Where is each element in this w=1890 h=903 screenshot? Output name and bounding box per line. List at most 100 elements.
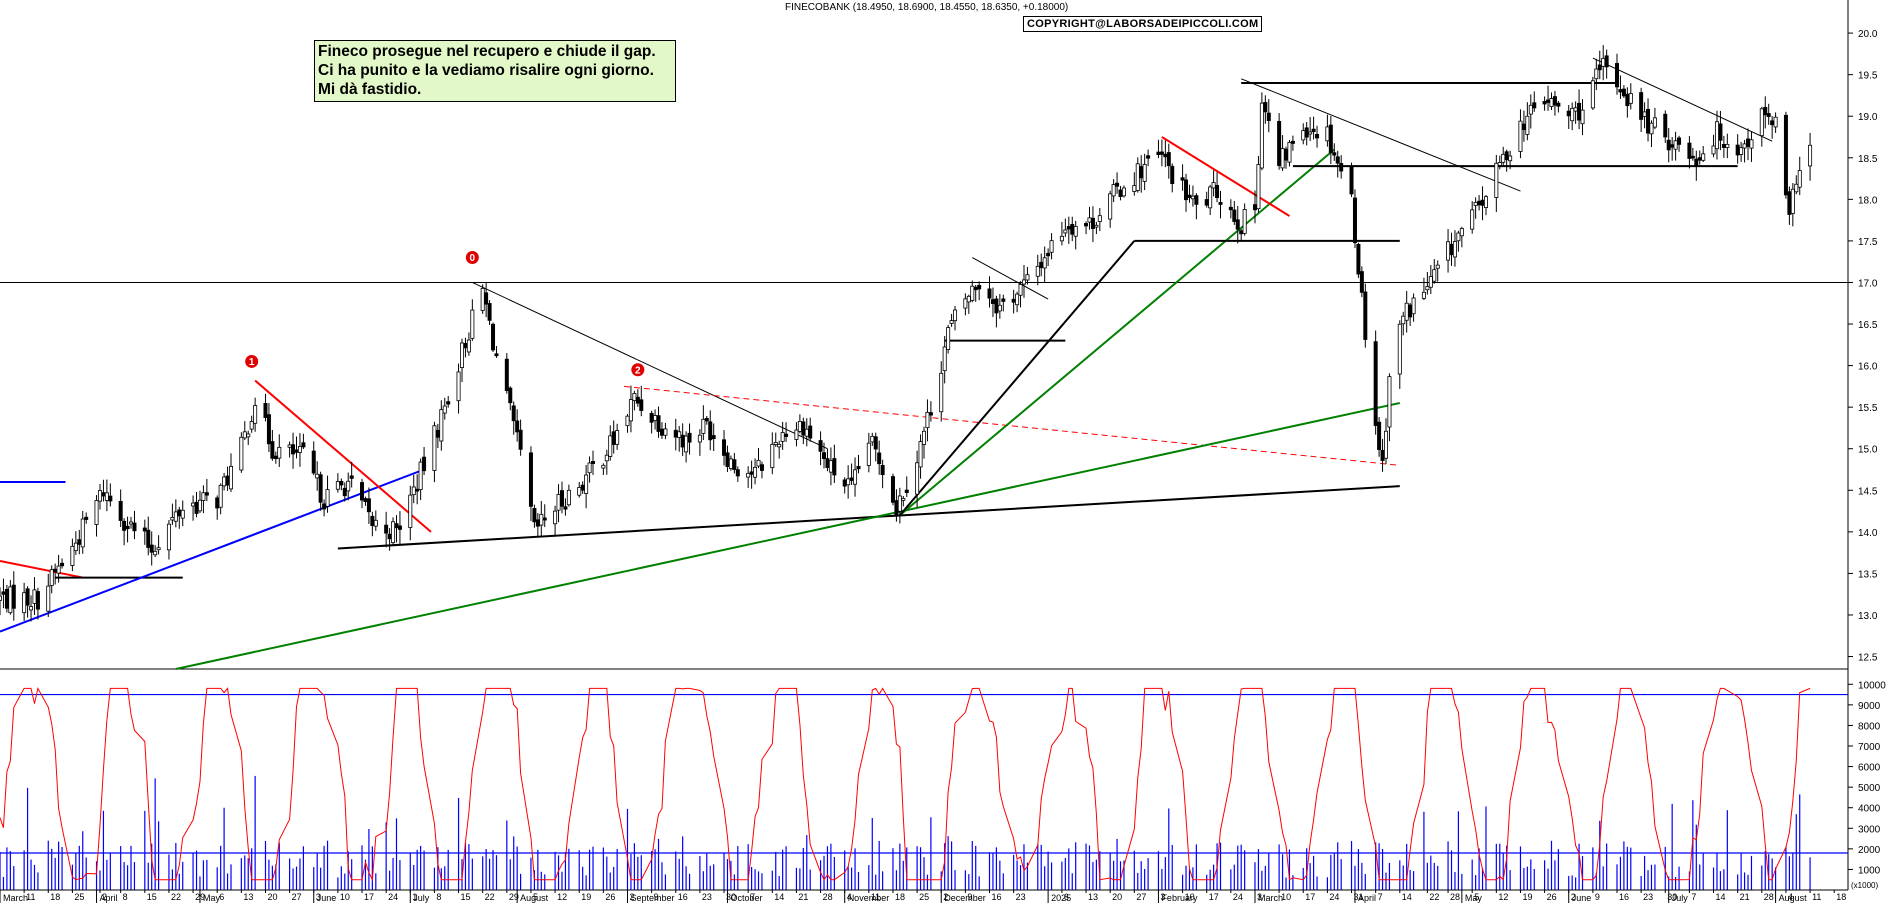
candle-body [387, 533, 392, 540]
price-candle [632, 390, 637, 411]
price-candle [1663, 110, 1668, 143]
price-candle [1594, 58, 1599, 91]
candle-body [990, 299, 995, 304]
price-candle [1266, 99, 1271, 133]
price-candle [487, 300, 492, 326]
candle-body [1232, 209, 1237, 222]
candle-body [1552, 96, 1557, 106]
price-candle [1159, 139, 1164, 167]
price-candle [1483, 194, 1488, 216]
price-candle [1770, 116, 1775, 139]
price-candle [794, 422, 799, 447]
candle-body [1435, 264, 1440, 269]
trendline-black [972, 257, 1049, 300]
candle-body [104, 492, 109, 501]
date-tick-label: 2 [102, 892, 107, 902]
price-candle [1432, 259, 1437, 284]
price-candle [808, 417, 813, 442]
price-candle [611, 420, 616, 454]
candle-body [1446, 241, 1451, 261]
date-tick-label: 9 [967, 892, 972, 902]
price-candle [1108, 190, 1113, 228]
price-candle [639, 385, 644, 417]
candle-body [746, 472, 751, 478]
candle-body [1521, 123, 1526, 131]
candle-body [1332, 152, 1337, 156]
price-candle [1714, 110, 1719, 160]
price-candle [129, 516, 134, 529]
price-candle [1401, 311, 1406, 336]
candle-body [1235, 219, 1240, 230]
candle-body [625, 415, 630, 427]
price-candle [735, 466, 740, 482]
price-candle [822, 442, 827, 469]
oscillator-line [0, 686, 1811, 882]
price-tick-label: 17.0 [1858, 278, 1878, 289]
price-candle [435, 423, 440, 449]
price-candle [1518, 109, 1523, 159]
date-tick-label: 8 [436, 892, 441, 902]
candle-body [1142, 164, 1147, 182]
candle-body [394, 523, 399, 529]
price-candle [366, 487, 371, 524]
candle-body [1018, 284, 1023, 296]
candle-body [1759, 108, 1764, 137]
price-candle [663, 422, 668, 440]
price-candle [1063, 218, 1068, 237]
candle-body [1284, 148, 1289, 161]
candle-body [273, 455, 278, 460]
date-tick-label: 29 [509, 892, 519, 902]
candle-body [1287, 142, 1292, 163]
candle-body [553, 510, 558, 525]
price-candle [684, 431, 689, 463]
candle-body [270, 441, 275, 459]
candle-body [142, 527, 147, 532]
date-tick-label: 13 [1088, 892, 1098, 902]
candle-body [97, 490, 102, 502]
price-tick-label: 18.5 [1858, 154, 1878, 165]
price-candle [708, 410, 713, 451]
candle-body [1504, 151, 1509, 161]
candle-body [1328, 124, 1333, 154]
price-candle [1759, 106, 1764, 147]
price-candle [966, 294, 971, 314]
date-tick-label: 12 [1498, 892, 1508, 902]
candle-body [311, 450, 316, 474]
candle-body [466, 339, 471, 353]
candle-body [1039, 261, 1044, 269]
date-tick-label: 6 [1064, 892, 1069, 902]
candle-body [1352, 197, 1357, 244]
candle-body [1701, 153, 1706, 161]
price-candle [266, 403, 271, 453]
date-tick-label: 8 [123, 892, 128, 902]
price-candle [1766, 103, 1771, 125]
candle-body [1049, 240, 1054, 253]
price-candle [701, 405, 706, 440]
candle-body [1035, 265, 1040, 277]
copyright-label: COPYRIGHT@LABORSADEIPICCOLI.COM [1023, 16, 1263, 32]
candle-body [397, 525, 402, 530]
candle-body [1252, 204, 1257, 211]
price-candle [153, 545, 158, 558]
candle-body [1601, 57, 1606, 67]
candle-body [1797, 170, 1802, 188]
price-candle [80, 510, 85, 554]
candle-body [611, 431, 616, 445]
price-candle [1546, 85, 1551, 111]
price-candle [818, 431, 823, 466]
price-candle [804, 418, 809, 447]
price-candle [1749, 131, 1754, 162]
candle-body [615, 430, 620, 445]
candle-body [897, 495, 902, 512]
price-candle [1639, 87, 1644, 133]
candle-body [1290, 140, 1295, 144]
candle-body [828, 460, 833, 473]
price-candle [1625, 87, 1630, 118]
candle-body [1428, 276, 1433, 288]
price-candle [1042, 246, 1047, 283]
price-candle [222, 472, 227, 491]
trendline-red [0, 559, 83, 579]
price-candle [32, 577, 37, 615]
price-candle [1521, 110, 1526, 142]
price-candle [591, 450, 596, 475]
